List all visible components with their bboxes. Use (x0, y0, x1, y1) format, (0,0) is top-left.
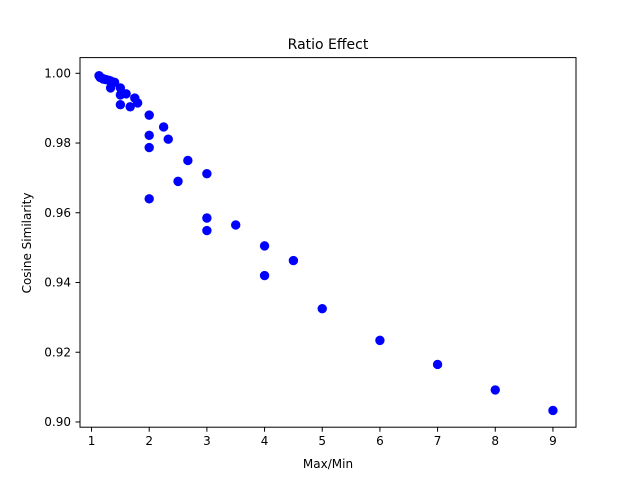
x-tick-label: 2 (145, 434, 153, 448)
y-tick-label: 1.00 (44, 66, 71, 80)
x-axis-label: Max/Min (303, 457, 353, 471)
y-tick-label: 0.94 (44, 276, 71, 290)
data-point (115, 99, 126, 110)
data-point (144, 130, 154, 141)
data-point (432, 359, 443, 370)
data-point (375, 335, 385, 346)
data-point (163, 134, 173, 144)
data-point (158, 122, 169, 132)
x-tick-label: 7 (434, 434, 442, 448)
y-axis-label: Cosine Similarity (20, 193, 34, 294)
data-point (144, 110, 154, 120)
data-point (144, 194, 154, 204)
data-point (202, 169, 212, 179)
x-tick-label: 8 (491, 434, 499, 448)
data-point (105, 83, 116, 93)
data-point (121, 89, 131, 99)
chart-title: Ratio Effect (288, 37, 369, 53)
x-axis-ticks: 1 2 3 4 5 6 7 8 9 (88, 427, 557, 448)
x-tick-label: 3 (203, 434, 211, 448)
data-point (259, 241, 270, 251)
y-tick-label: 0.90 (44, 415, 71, 429)
data-point (317, 303, 327, 314)
data-point (202, 213, 212, 223)
axes-frame (79, 57, 577, 428)
data-point (132, 98, 143, 108)
data-point (183, 155, 193, 166)
data-point (125, 102, 135, 112)
y-tick-label: 0.96 (44, 206, 71, 220)
data-point (144, 142, 154, 153)
data-point (490, 385, 500, 395)
data-point (231, 220, 241, 230)
x-tick-label: 1 (88, 434, 96, 448)
plot-area (94, 71, 558, 416)
y-tick-label: 0.92 (44, 345, 71, 359)
data-point (548, 405, 558, 416)
x-tick-label: 5 (318, 434, 326, 448)
y-axis-ticks: 0.90 0.92 0.94 0.96 0.98 1.00 (44, 66, 80, 429)
y-tick-label: 0.98 (44, 136, 71, 150)
data-point (173, 176, 183, 187)
data-point (259, 270, 270, 281)
x-tick-label: 4 (261, 434, 269, 448)
data-point (202, 225, 212, 236)
x-tick-label: 9 (549, 434, 557, 448)
data-point (288, 255, 299, 266)
x-tick-label: 6 (376, 434, 384, 448)
